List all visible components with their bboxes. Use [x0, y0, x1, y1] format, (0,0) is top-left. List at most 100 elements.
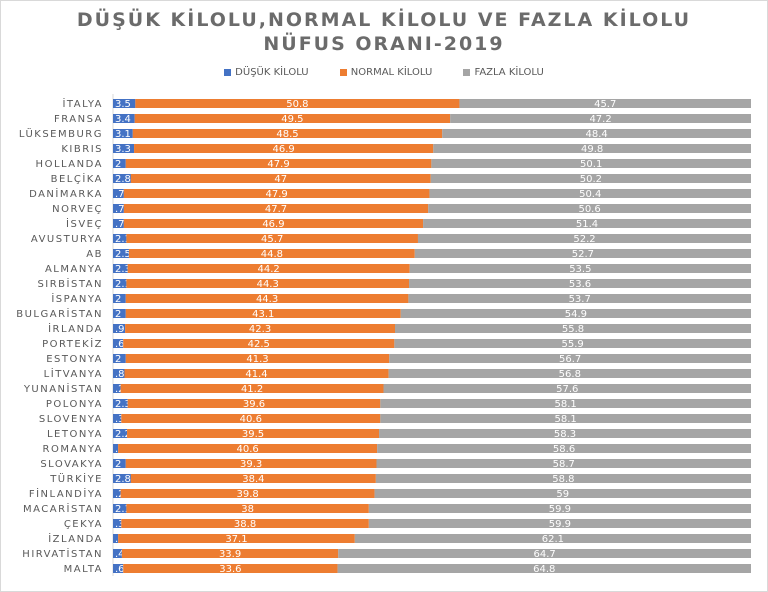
legend-item-overweight: FAZLA KİLOLU	[463, 67, 544, 78]
bar-segment	[113, 264, 128, 273]
bar-segment	[120, 489, 375, 498]
bar-segment	[113, 129, 133, 138]
category-label: HOLLANDA	[36, 159, 103, 170]
bar-segment	[414, 249, 751, 258]
data-label: 2	[115, 294, 121, 305]
data-label: 50.4	[579, 189, 601, 200]
bar-segment	[374, 489, 751, 498]
data-label: 56.8	[559, 369, 581, 380]
data-label: 3.3	[115, 144, 131, 155]
category-label: LÜKSEMBURG	[19, 127, 103, 140]
bar-segment	[134, 114, 451, 123]
bar-segment	[123, 339, 395, 348]
data-label: 50.8	[286, 99, 308, 110]
legend-label: NORMAL KİLOLU	[350, 67, 433, 78]
data-label: .9	[115, 324, 125, 335]
category-label: İTALYA	[62, 97, 103, 110]
bar-segment	[394, 339, 751, 348]
data-label: .3	[115, 519, 125, 530]
bar-segment	[379, 429, 751, 438]
bar-segment	[113, 504, 127, 513]
bar-segment	[428, 204, 751, 213]
data-label: .3	[115, 414, 125, 425]
legend-item-normal: NORMAL KİLOLU	[339, 67, 433, 78]
data-label: .4	[115, 549, 125, 560]
data-label: 39.5	[242, 429, 264, 440]
data-label: 62.1	[542, 534, 564, 545]
data-label: .7	[115, 204, 125, 215]
data-label: 46.9	[262, 219, 284, 230]
category-label: NORVEÇ	[52, 204, 103, 215]
category-label: BELÇİKA	[51, 172, 103, 185]
data-label: 39.6	[243, 399, 265, 410]
category-label: HIRVATİSTAN	[22, 547, 103, 560]
bar-segment	[113, 414, 122, 423]
bar-segment	[380, 414, 751, 423]
bar-segment	[113, 474, 131, 483]
bar-segment	[433, 144, 751, 153]
legend-swatch	[339, 69, 347, 76]
bar-segment	[389, 354, 751, 363]
category-label: SIRBİSTAN	[37, 277, 103, 290]
data-label: 2	[115, 354, 121, 365]
data-label: .6	[115, 564, 125, 575]
data-label: 2.3	[115, 399, 131, 410]
bar-segment	[113, 429, 128, 438]
data-label: 59.9	[549, 504, 571, 515]
bar-segment	[417, 234, 751, 243]
bar-segment	[113, 189, 124, 198]
category-label: LİTVANYA	[44, 367, 103, 380]
data-label: .7	[115, 219, 125, 230]
data-label: 58.6	[553, 444, 575, 455]
data-label: 53.6	[569, 279, 591, 290]
category-label: YUNANİSTAN	[23, 382, 103, 395]
data-label: 3.1	[115, 129, 131, 140]
bar-segment	[113, 549, 122, 558]
data-label: 49.8	[581, 144, 603, 155]
bar-segment	[338, 549, 751, 558]
bar-segment	[113, 384, 121, 393]
data-label: 44.8	[261, 249, 283, 260]
data-label: 58.7	[553, 459, 575, 470]
bar-segment	[121, 549, 339, 558]
bar-segment	[113, 234, 127, 243]
data-label: 33.6	[219, 564, 241, 575]
category-label: KIBRIS	[61, 144, 103, 155]
bar-segment	[394, 324, 751, 333]
legend: DÜŞÜK KİLOLU NORMAL KİLOLU FAZLA KİLOLU	[1, 67, 767, 79]
bar-segment	[354, 534, 751, 543]
data-label: 38	[241, 504, 254, 515]
category-label: POLONYA	[46, 399, 103, 410]
bar-segment	[368, 519, 751, 528]
data-label: 53.5	[569, 264, 591, 275]
data-label: 53.7	[569, 294, 591, 305]
bar-segment	[459, 99, 751, 108]
bar-segment	[130, 474, 376, 483]
data-label: 3.5	[115, 99, 131, 110]
data-label: 59	[556, 489, 569, 500]
bar-segment	[132, 129, 443, 138]
bar-segment	[377, 444, 751, 453]
bar-segment	[113, 219, 124, 228]
data-label: 45.7	[261, 234, 283, 245]
data-label: 52.2	[573, 234, 595, 245]
data-label: 2	[115, 309, 121, 320]
bar-segment	[430, 174, 751, 183]
data-label: .6	[115, 339, 125, 350]
data-label: 46.9	[273, 144, 295, 155]
data-label: 50.1	[580, 159, 602, 170]
data-label: 42.5	[248, 339, 270, 350]
bar-segment	[125, 159, 432, 168]
data-label: 52.7	[572, 249, 594, 260]
data-label: 44.3	[257, 279, 279, 290]
bar-segment	[124, 369, 389, 378]
data-label: 47	[274, 174, 287, 185]
data-label: 2.1	[115, 234, 131, 245]
bar-segment	[118, 534, 355, 543]
bar-segment	[123, 189, 430, 198]
bar-segment	[126, 504, 369, 513]
data-label: 3.4	[115, 114, 131, 125]
data-label: 48.4	[585, 129, 607, 140]
bar-segment	[380, 399, 751, 408]
